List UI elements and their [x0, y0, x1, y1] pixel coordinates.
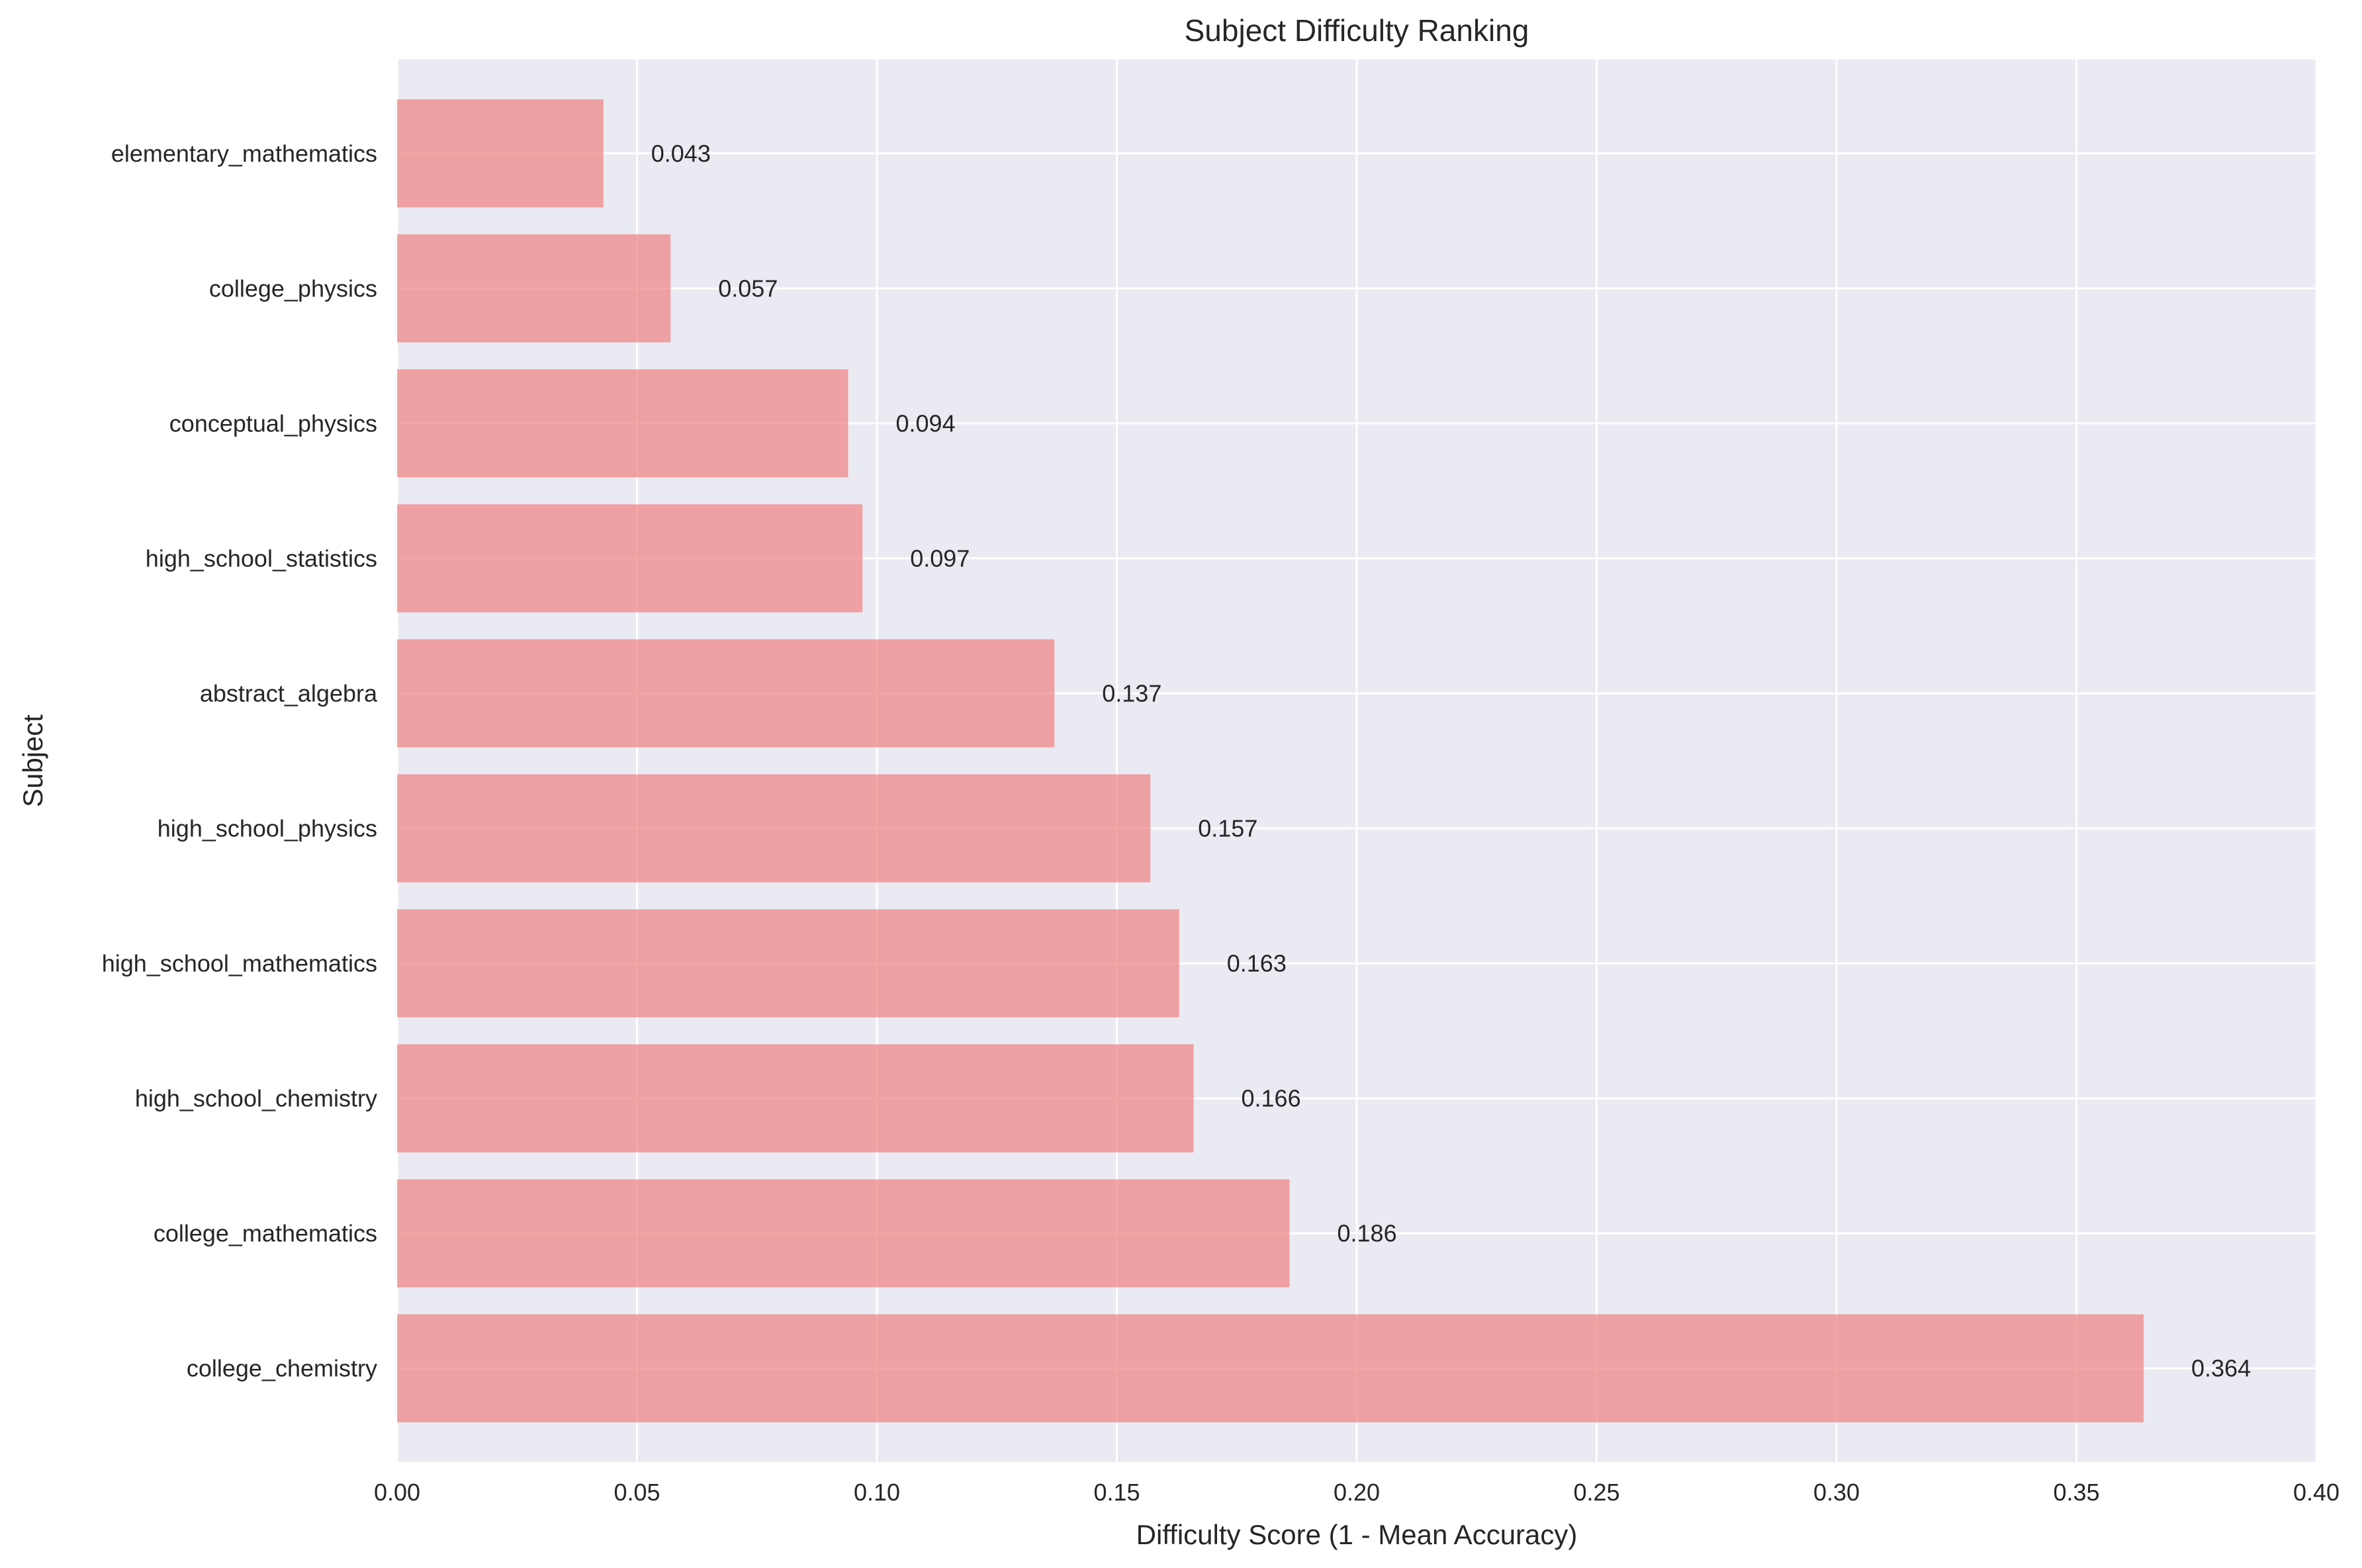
- x-tick-label: 0.20: [1334, 1479, 1380, 1506]
- x-tick-label: 0.30: [1813, 1479, 1860, 1506]
- x-tick-label: 0.15: [1093, 1479, 1140, 1506]
- y-tick-label: high_school_mathematics: [102, 950, 377, 977]
- x-tick-label: 0.10: [854, 1479, 900, 1506]
- y-tick-label: college_physics: [209, 275, 377, 302]
- bars: [397, 99, 2144, 1422]
- x-tick-label: 0.00: [374, 1479, 420, 1506]
- y-tick-label: high_school_statistics: [146, 544, 377, 572]
- bar: [397, 369, 848, 478]
- x-tick-label: 0.40: [2293, 1479, 2339, 1506]
- bar: [397, 1314, 2144, 1422]
- y-axis-title: Subject: [17, 715, 48, 807]
- bar: [397, 1044, 1194, 1153]
- y-tick-label: high_school_physics: [158, 815, 377, 842]
- bar-value-label: 0.097: [910, 544, 970, 572]
- bar-value-label: 0.163: [1227, 950, 1287, 977]
- bar-value-label: 0.094: [896, 410, 956, 437]
- x-tick-label: 0.35: [2053, 1479, 2099, 1506]
- x-tick-label: 0.05: [613, 1479, 660, 1506]
- bar-value-label: 0.043: [651, 140, 711, 167]
- bar: [397, 99, 604, 208]
- value-labels: 0.043 0.057 0.094 0.097 0.137 0.157 0.163 0.166…: [651, 140, 2251, 1381]
- bar-value-label: 0.364: [2191, 1355, 2251, 1382]
- y-tick-label: college_mathematics: [154, 1220, 377, 1247]
- bar: [397, 774, 1151, 883]
- bar-value-label: 0.157: [1198, 815, 1257, 842]
- x-tick-label: 0.25: [1573, 1479, 1619, 1506]
- bar: [397, 234, 671, 343]
- y-tick-label: high_school_chemistry: [135, 1085, 377, 1112]
- chart-title: Subject Difficulty Ranking: [1185, 13, 1529, 48]
- bar: [397, 909, 1179, 1018]
- bar: [397, 1179, 1290, 1287]
- y-tick-label: elementary_mathematics: [111, 140, 377, 167]
- bar-value-label: 0.057: [718, 275, 778, 302]
- bar: [397, 639, 1055, 748]
- x-axis-title: Difficulty Score (1 - Mean Accuracy): [1136, 1519, 1578, 1550]
- bar-value-label: 0.166: [1242, 1085, 1301, 1112]
- bar-value-label: 0.186: [1338, 1220, 1397, 1247]
- bar-value-label: 0.137: [1102, 679, 1161, 707]
- y-tick-label: conceptual_physics: [169, 410, 377, 437]
- y-tick-label: abstract_algebra: [200, 679, 378, 707]
- y-tick-label: college_chemistry: [187, 1355, 377, 1382]
- y-tick-labels: elementary_mathematics college_physicscon…: [102, 140, 378, 1381]
- x-tick-labels: 0.00 0.05 0.10 0.15 0.20 0.25 0.30 0.35 0.40: [374, 1479, 2339, 1506]
- bar: [397, 504, 863, 613]
